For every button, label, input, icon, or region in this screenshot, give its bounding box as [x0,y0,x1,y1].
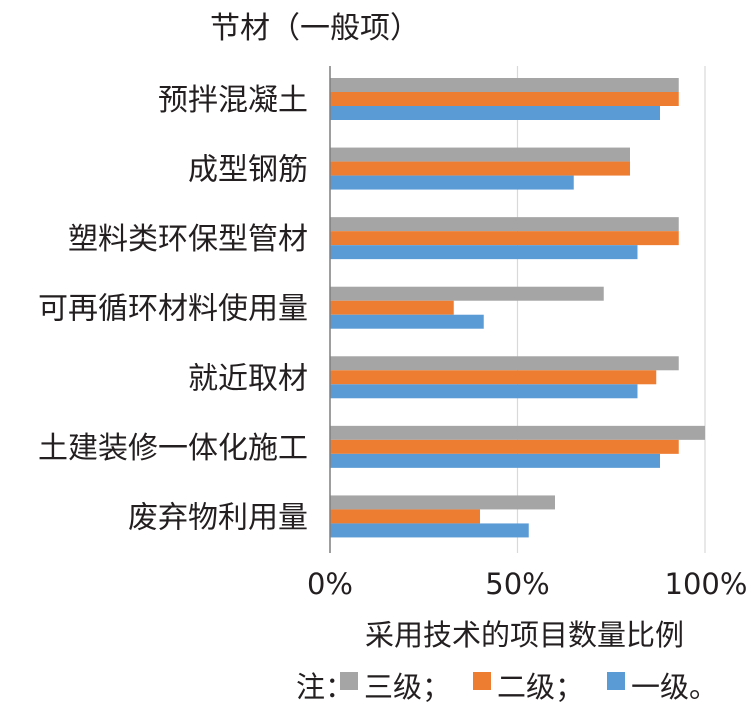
category-labels: 预拌混凝土成型钢筋塑料类环保型管材可再循环材料使用量就近取材土建装修一体化施工废… [38,83,308,535]
bar-level2 [330,370,657,385]
bar-level2 [330,300,454,315]
bar-level3 [330,495,555,510]
legend-label: 三级； [364,670,451,704]
bars [330,78,705,538]
x-axis-title: 采用技术的项目数量比例 [365,618,684,652]
bar-level3 [330,147,630,162]
bar-level1 [330,175,574,190]
bar-level3 [330,78,679,92]
x-tick-label: 100% [665,567,748,601]
bar-level1 [330,314,484,329]
x-tick-label: 50% [485,567,549,601]
legend-label: 二级； [497,670,584,704]
category-label: 可再循环材料使用量 [38,292,308,327]
legend-swatch [607,672,625,690]
category-label: 废弃物利用量 [128,500,308,535]
bar-level1 [330,106,660,120]
category-label: 土建装修一体化施工 [38,431,308,466]
bar-level1 [330,523,529,538]
bar-level2 [330,439,679,454]
legend-swatch [473,672,491,690]
legend: 注： 三级； 二级； 一级。 [296,670,718,704]
bar-level1 [330,245,638,260]
category-label: 成型钢筋 [188,153,308,188]
legend-label: 一级。 [631,670,718,704]
x-tick-labels: 0% 50% 100% [307,567,747,601]
bar-level2 [330,161,630,176]
bar-level3 [330,356,679,371]
chart-title: 节材（一般项） [210,11,420,46]
gridlines [516,66,706,553]
bar-level1 [330,384,638,399]
bar-level2 [330,231,679,246]
category-label: 塑料类环保型管材 [68,222,308,257]
category-label: 就近取材 [188,361,308,396]
bar-level2 [330,92,679,106]
category-label: 预拌混凝土 [158,83,308,118]
bar-level3 [330,217,679,232]
bar-level3 [330,425,705,440]
x-tick-label: 0% [307,567,353,601]
bar-level3 [330,286,604,301]
legend-swatch [340,672,358,690]
bar-level2 [330,509,480,524]
bar-level1 [330,453,660,468]
